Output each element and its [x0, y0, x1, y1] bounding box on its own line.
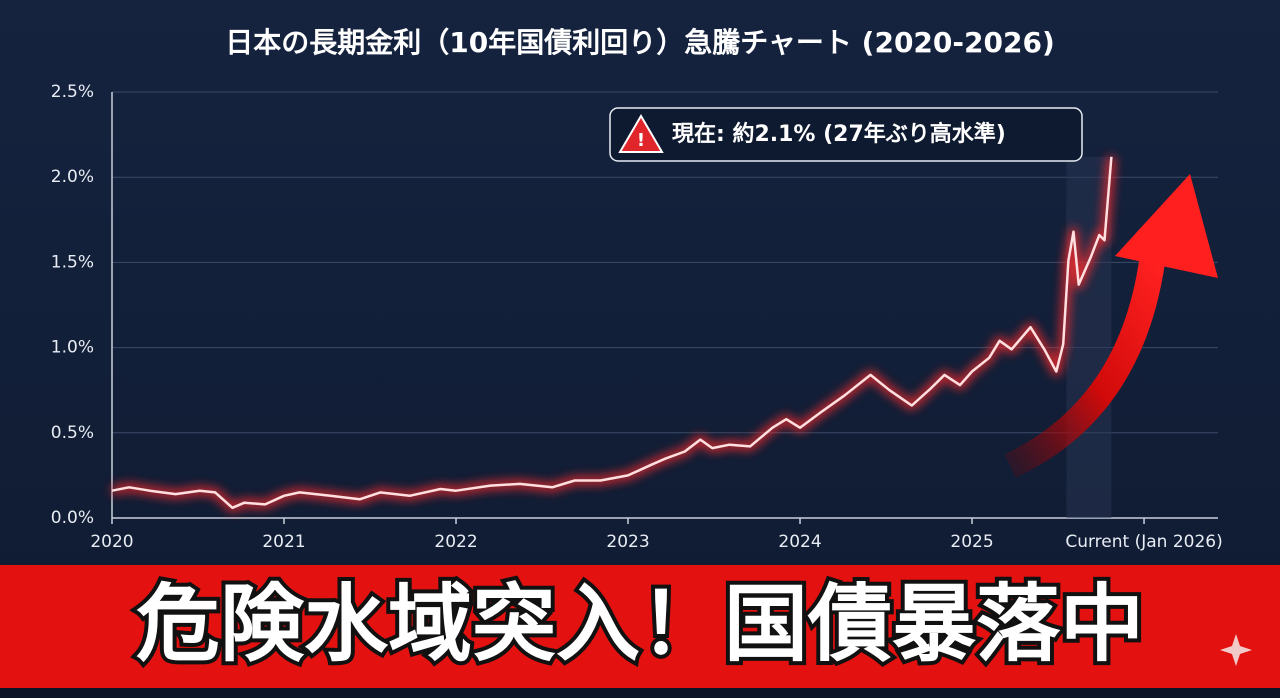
annotation-text: 現在: 約2.1% (27年ぶり高水準): [672, 121, 1006, 147]
x-tick-label: 2021: [262, 532, 305, 552]
y-tick-label: 0.0%: [51, 508, 94, 528]
warning-mark: !: [637, 130, 645, 151]
chart-title: 日本の長期金利（10年国債利回り）急騰チャート (2020-2026): [225, 26, 1055, 59]
x-tick-label: 2022: [434, 532, 477, 552]
annotation-box: [609, 107, 1083, 162]
banner: [0, 565, 1280, 690]
line: [111, 156, 1113, 510]
x-tick-label: 2024: [778, 532, 821, 552]
x-tick-label: Current (Jan 2026): [1065, 532, 1222, 552]
trend-arrow: [1004, 260, 1165, 478]
x-tick-label: 2020: [90, 532, 133, 552]
y-tick-label: 1.0%: [51, 338, 94, 358]
y-tick-label: 2.0%: [51, 167, 94, 187]
y-tick-label: 2.5%: [51, 82, 94, 102]
trend-arrow-head: [1115, 174, 1218, 278]
y-tick-label: 1.5%: [51, 252, 94, 272]
plot-area: 0.0% 0.5% 1.0% 1.5% 2.0% 2.5% 2020 2021 2022 2023…: [51, 82, 1223, 552]
sparkle: [1220, 634, 1252, 666]
banner-footer: [0, 688, 1280, 698]
warning-icon: [618, 114, 664, 153]
y-tick-label: 0.5%: [51, 423, 94, 443]
banner-text: 危険水域突入！国債暴落中: [136, 575, 1144, 673]
x-tick-label: 2025: [950, 532, 993, 552]
annotation: ! 現在: 約2.1% (27年ぶり高水準): [609, 107, 1083, 162]
x-tick-label: 2023: [606, 532, 649, 552]
